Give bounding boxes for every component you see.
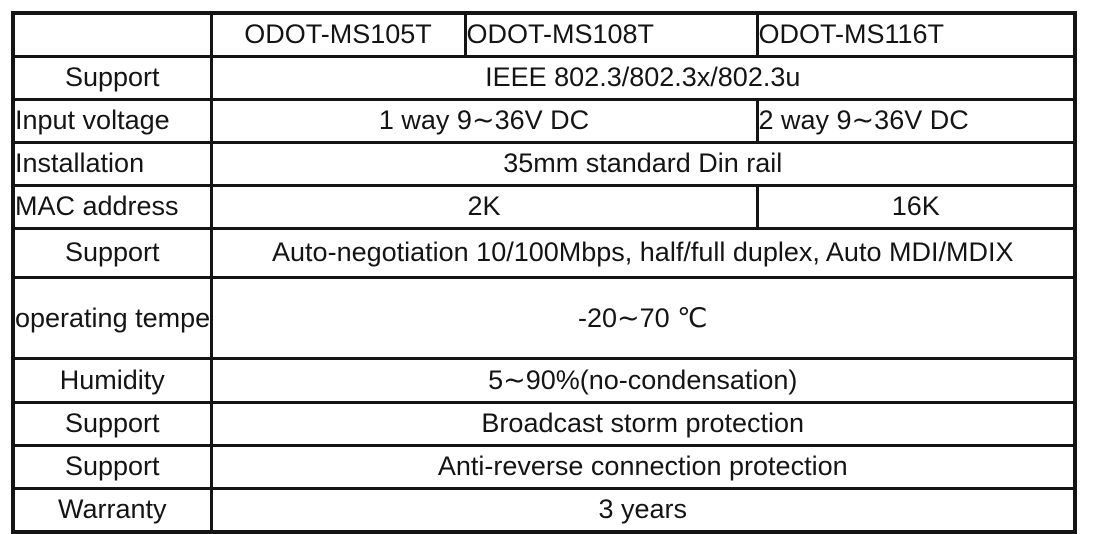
spec-value-cell: Anti-reverse connection protection — [209, 444, 1077, 490]
spec-value-cell: 35mm standard Din rail — [209, 141, 1077, 187]
spec-value-cell-116: 16K — [755, 184, 1077, 230]
spec-label-cell: Humidity — [11, 357, 213, 404]
spec-row-broadcast-storm: Support Broadcast storm protection — [11, 401, 1077, 447]
spec-row-anti-reverse: Support Anti-reverse connection protecti… — [11, 444, 1077, 490]
spec-value-cell-116: 2 way 9∼36V DC — [755, 98, 1077, 144]
model-header-ms116t: ODOT-MS116T — [755, 11, 1077, 58]
spec-label-cell: MAC address — [11, 184, 213, 230]
spec-value-cell: IEEE 802.3/802.3x/802.3u — [209, 55, 1077, 101]
spec-value-cell: -20∼70 ℃ — [209, 276, 1077, 360]
spec-value-cell: Broadcast storm protection — [209, 401, 1077, 447]
spec-label-cell: Support — [11, 55, 213, 101]
spec-row-humidity: Humidity 5∼90%(no-condensation) — [11, 357, 1077, 404]
spec-label-cell: Warranty — [11, 487, 213, 534]
spec-row-operating-temperature: operating temperature -20∼70 ℃ — [11, 276, 1077, 360]
spec-row-installation: Installation 35mm standard Din rail — [11, 141, 1077, 187]
spec-row-input-voltage: Input voltage 1 way 9∼36V DC 2 way 9∼36V… — [11, 98, 1077, 144]
spec-value-cell: 5∼90%(no-condensation) — [209, 357, 1077, 404]
spec-label-cell: Input voltage — [11, 98, 213, 144]
spec-label-cell: Installation — [11, 141, 213, 187]
spec-row-auto-negotiation: Support Auto-negotiation 10/100Mbps, hal… — [11, 227, 1077, 279]
model-header-ms105t: ODOT-MS105T — [209, 11, 467, 58]
spec-label-cell: operating temperature — [11, 276, 213, 360]
model-header-ms108t: ODOT-MS108T — [463, 11, 759, 58]
document-page: ODOT-MS105T ODOT-MS108T ODOT-MS116T Supp… — [11, 11, 1077, 534]
spec-value-cell: 3 years — [209, 487, 1077, 534]
spec-label-cell: Support — [11, 227, 213, 279]
spec-row-ieee-support: Support IEEE 802.3/802.3x/802.3u — [11, 55, 1077, 101]
spec-value-cell-105-108: 2K — [209, 184, 759, 230]
header-row: ODOT-MS105T ODOT-MS108T ODOT-MS116T — [11, 11, 1077, 58]
product-spec-table: ODOT-MS105T ODOT-MS108T ODOT-MS116T Supp… — [11, 11, 1077, 534]
spec-label-cell: Support — [11, 401, 213, 447]
spec-value-cell: Auto-negotiation 10/100Mbps, half/full d… — [209, 227, 1077, 279]
spec-row-mac-address: MAC address 2K 16K — [11, 184, 1077, 230]
spec-label-cell: Support — [11, 444, 213, 490]
spec-value-cell-105-108: 1 way 9∼36V DC — [209, 98, 759, 144]
spec-row-warranty: Warranty 3 years — [11, 487, 1077, 534]
corner-cell — [11, 11, 213, 58]
